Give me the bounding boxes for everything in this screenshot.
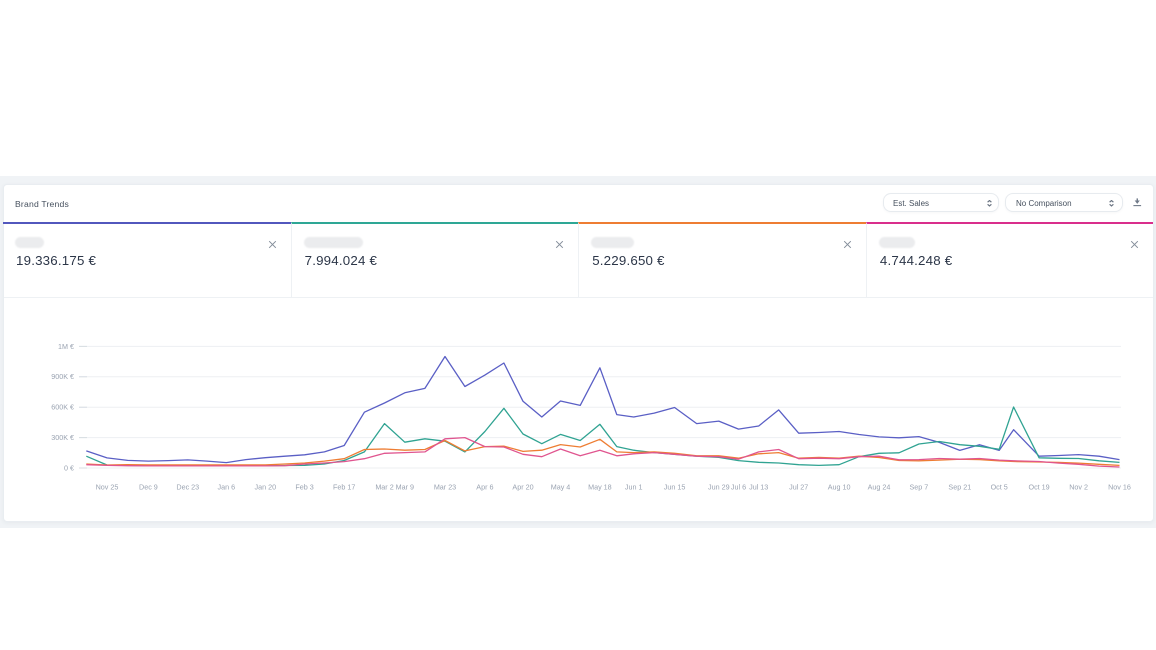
svg-text:300K €: 300K €: [51, 433, 74, 442]
svg-text:1M €: 1M €: [58, 342, 74, 351]
svg-text:Mar 23: Mar 23: [434, 482, 456, 491]
svg-text:May 4: May 4: [551, 482, 571, 491]
svg-text:Nov 16: Nov 16: [1108, 482, 1131, 491]
svg-text:Oct 19: Oct 19: [1029, 482, 1050, 491]
svg-text:Dec 9: Dec 9: [139, 482, 158, 491]
svg-text:Sep 21: Sep 21: [948, 482, 971, 491]
svg-text:Jun 15: Jun 15: [664, 482, 686, 491]
svg-text:Jul 6: Jul 6: [731, 482, 746, 491]
svg-text:0 €: 0 €: [64, 463, 74, 472]
svg-text:Mar 2: Mar 2: [375, 482, 393, 491]
svg-text:Jun 1: Jun 1: [625, 482, 643, 491]
svg-text:900K €: 900K €: [51, 372, 74, 381]
svg-text:Aug 10: Aug 10: [828, 482, 851, 491]
svg-text:Feb 17: Feb 17: [333, 482, 355, 491]
svg-text:Jul 27: Jul 27: [789, 482, 808, 491]
svg-text:Aug 24: Aug 24: [868, 482, 891, 491]
svg-text:Jun 29: Jun 29: [708, 482, 730, 491]
svg-text:600K €: 600K €: [51, 403, 74, 412]
svg-text:Dec 23: Dec 23: [176, 482, 199, 491]
svg-text:Jan 6: Jan 6: [218, 482, 236, 491]
svg-text:Nov 2: Nov 2: [1069, 482, 1088, 491]
svg-text:Nov 25: Nov 25: [96, 482, 119, 491]
svg-text:Jan 20: Jan 20: [255, 482, 277, 491]
svg-text:Jul 13: Jul 13: [749, 482, 768, 491]
svg-text:Oct 5: Oct 5: [991, 482, 1008, 491]
svg-text:May 18: May 18: [588, 482, 612, 491]
svg-text:Sep 7: Sep 7: [910, 482, 929, 491]
svg-text:Mar 9: Mar 9: [396, 482, 414, 491]
svg-text:Feb 3: Feb 3: [295, 482, 313, 491]
svg-text:Apr 20: Apr 20: [512, 482, 533, 491]
svg-text:Apr 6: Apr 6: [476, 482, 493, 491]
